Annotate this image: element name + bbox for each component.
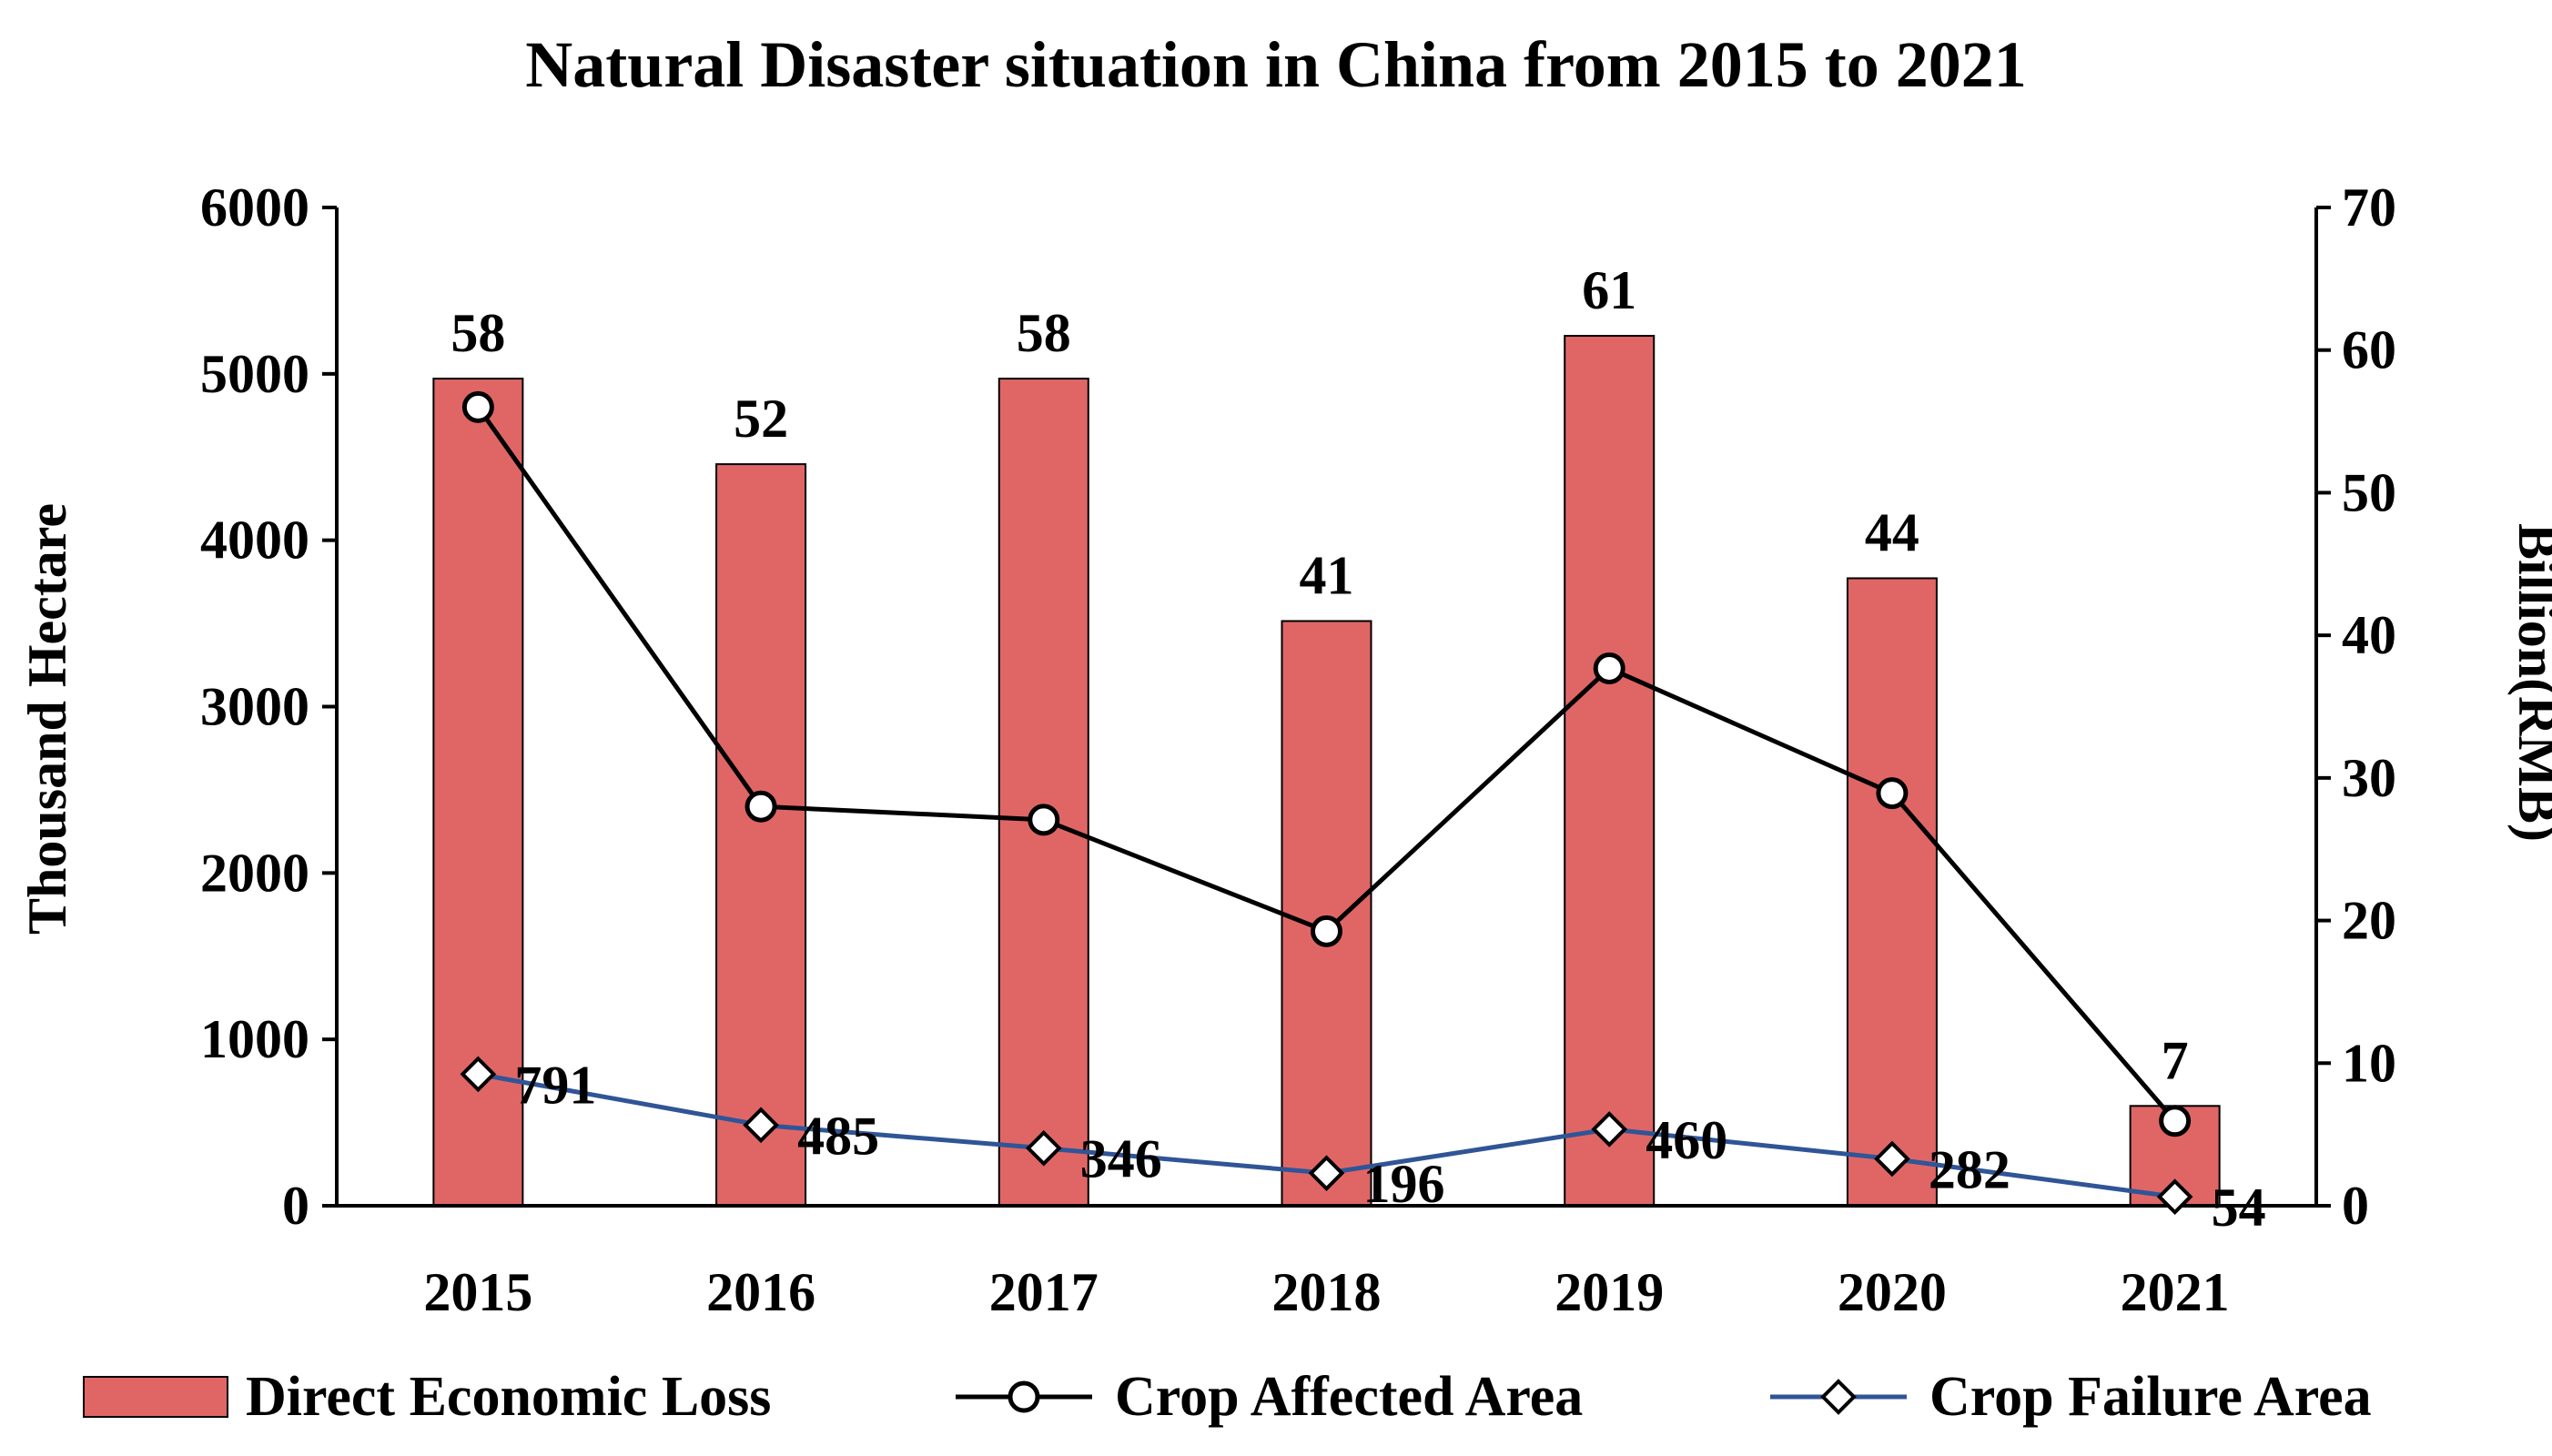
- data-labels-group: 58 52 58 41 61 44 7 791 485 346 196 460 282 54: [451, 260, 2265, 1238]
- legend-label-crop-affected-area: Crop Affected Area: [1115, 1366, 1583, 1428]
- bar-2016: [715, 463, 807, 1208]
- right-tick-label: 0: [2342, 1176, 2369, 1236]
- legend: Direct Economic Loss Crop Affected Area Cr…: [83, 1366, 2372, 1428]
- failure-label-2021: 54: [2212, 1178, 2266, 1238]
- failure-label-2015: 791: [514, 1055, 596, 1115]
- right-tick-label: 30: [2342, 748, 2396, 808]
- x-tick-label-2017: 2017: [989, 1262, 1099, 1322]
- point-affected-2015: [461, 390, 494, 423]
- point-failure-2018: [1308, 1155, 1345, 1191]
- bar-label-2019: 61: [1582, 260, 1636, 320]
- bar-2019: [1564, 335, 1656, 1207]
- right-tick-label: 10: [2342, 1033, 2396, 1093]
- failure-label-2018: 196: [1363, 1154, 1445, 1214]
- bar-label-2017: 58: [1017, 303, 1071, 363]
- x-tick-label-2015: 2015: [423, 1262, 532, 1322]
- failure-label-2019: 460: [1646, 1110, 1727, 1170]
- left-tick-label: 3000: [200, 677, 309, 737]
- bar-label-2016: 52: [734, 389, 788, 449]
- bar-label-2021: 7: [2162, 1030, 2189, 1090]
- right-tick-label: 50: [2342, 462, 2396, 522]
- bar-series-group: [432, 335, 2221, 1208]
- right-tick-label: 20: [2342, 891, 2396, 951]
- x-tick-label-2019: 2019: [1554, 1262, 1664, 1322]
- bar-2017: [998, 378, 1089, 1207]
- right-tick-label: 70: [2342, 177, 2396, 238]
- left-tick-label: 2000: [200, 843, 309, 903]
- point-failure-2017: [1025, 1129, 1062, 1167]
- x-tick-label-2016: 2016: [706, 1262, 815, 1322]
- legend-label-crop-failure-area: Crop Failure Area: [1929, 1366, 2372, 1428]
- legend-swatch-crop-failure-marker: [1820, 1379, 1857, 1415]
- failure-label-2016: 485: [797, 1106, 879, 1166]
- right-axis-title: Billion(RMB): [2507, 523, 2552, 842]
- legend-label-direct-economic-loss: Direct Economic Loss: [246, 1366, 771, 1428]
- line-series-group: [460, 390, 2193, 1215]
- legend-swatch-direct-economic-loss: [83, 1376, 228, 1418]
- point-affected-2020: [1876, 777, 1909, 810]
- left-tick-label: 1000: [200, 1009, 309, 1069]
- legend-swatch-crop-affected-marker: [1008, 1380, 1040, 1413]
- left-tick-label: 6000: [200, 177, 309, 238]
- point-failure-2020: [1874, 1140, 1910, 1178]
- point-affected-2017: [1028, 804, 1060, 836]
- left-axis-title: Thousand Hectare: [17, 503, 77, 935]
- bar-label-2020: 44: [1865, 502, 1919, 562]
- failure-label-2020: 282: [1929, 1139, 2010, 1199]
- axes-group: 0 1000 2000 3000 4000 5000 6000 0 10 20 30 40 50 60 70…: [200, 177, 2396, 1322]
- point-affected-2019: [1593, 652, 1625, 684]
- bar-2018: [1281, 620, 1372, 1207]
- point-affected-2018: [1311, 915, 1342, 947]
- x-tick-label-2020: 2020: [1838, 1262, 1947, 1322]
- right-tick-label: 40: [2342, 605, 2396, 665]
- point-failure-2016: [743, 1107, 779, 1144]
- chart-title: Natural Disaster situation in China from…: [525, 28, 2026, 101]
- point-failure-2019: [1591, 1111, 1628, 1148]
- left-tick-label: 0: [282, 1176, 309, 1236]
- point-failure-2021: [2156, 1178, 2193, 1215]
- left-tick-label: 4000: [200, 511, 309, 571]
- left-tick-label: 5000: [200, 344, 309, 404]
- failure-label-2017: 346: [1080, 1129, 1162, 1189]
- bar-2020: [1846, 577, 1938, 1207]
- bar-label-2018: 41: [1300, 545, 1354, 605]
- right-tick-label: 60: [2342, 320, 2396, 380]
- x-tick-label-2018: 2018: [1272, 1262, 1382, 1322]
- point-affected-2021: [2159, 1105, 2192, 1138]
- point-affected-2016: [744, 790, 777, 823]
- x-tick-label-2021: 2021: [2121, 1262, 2230, 1322]
- bar-label-2015: 58: [451, 303, 505, 363]
- point-failure-2015: [460, 1056, 497, 1093]
